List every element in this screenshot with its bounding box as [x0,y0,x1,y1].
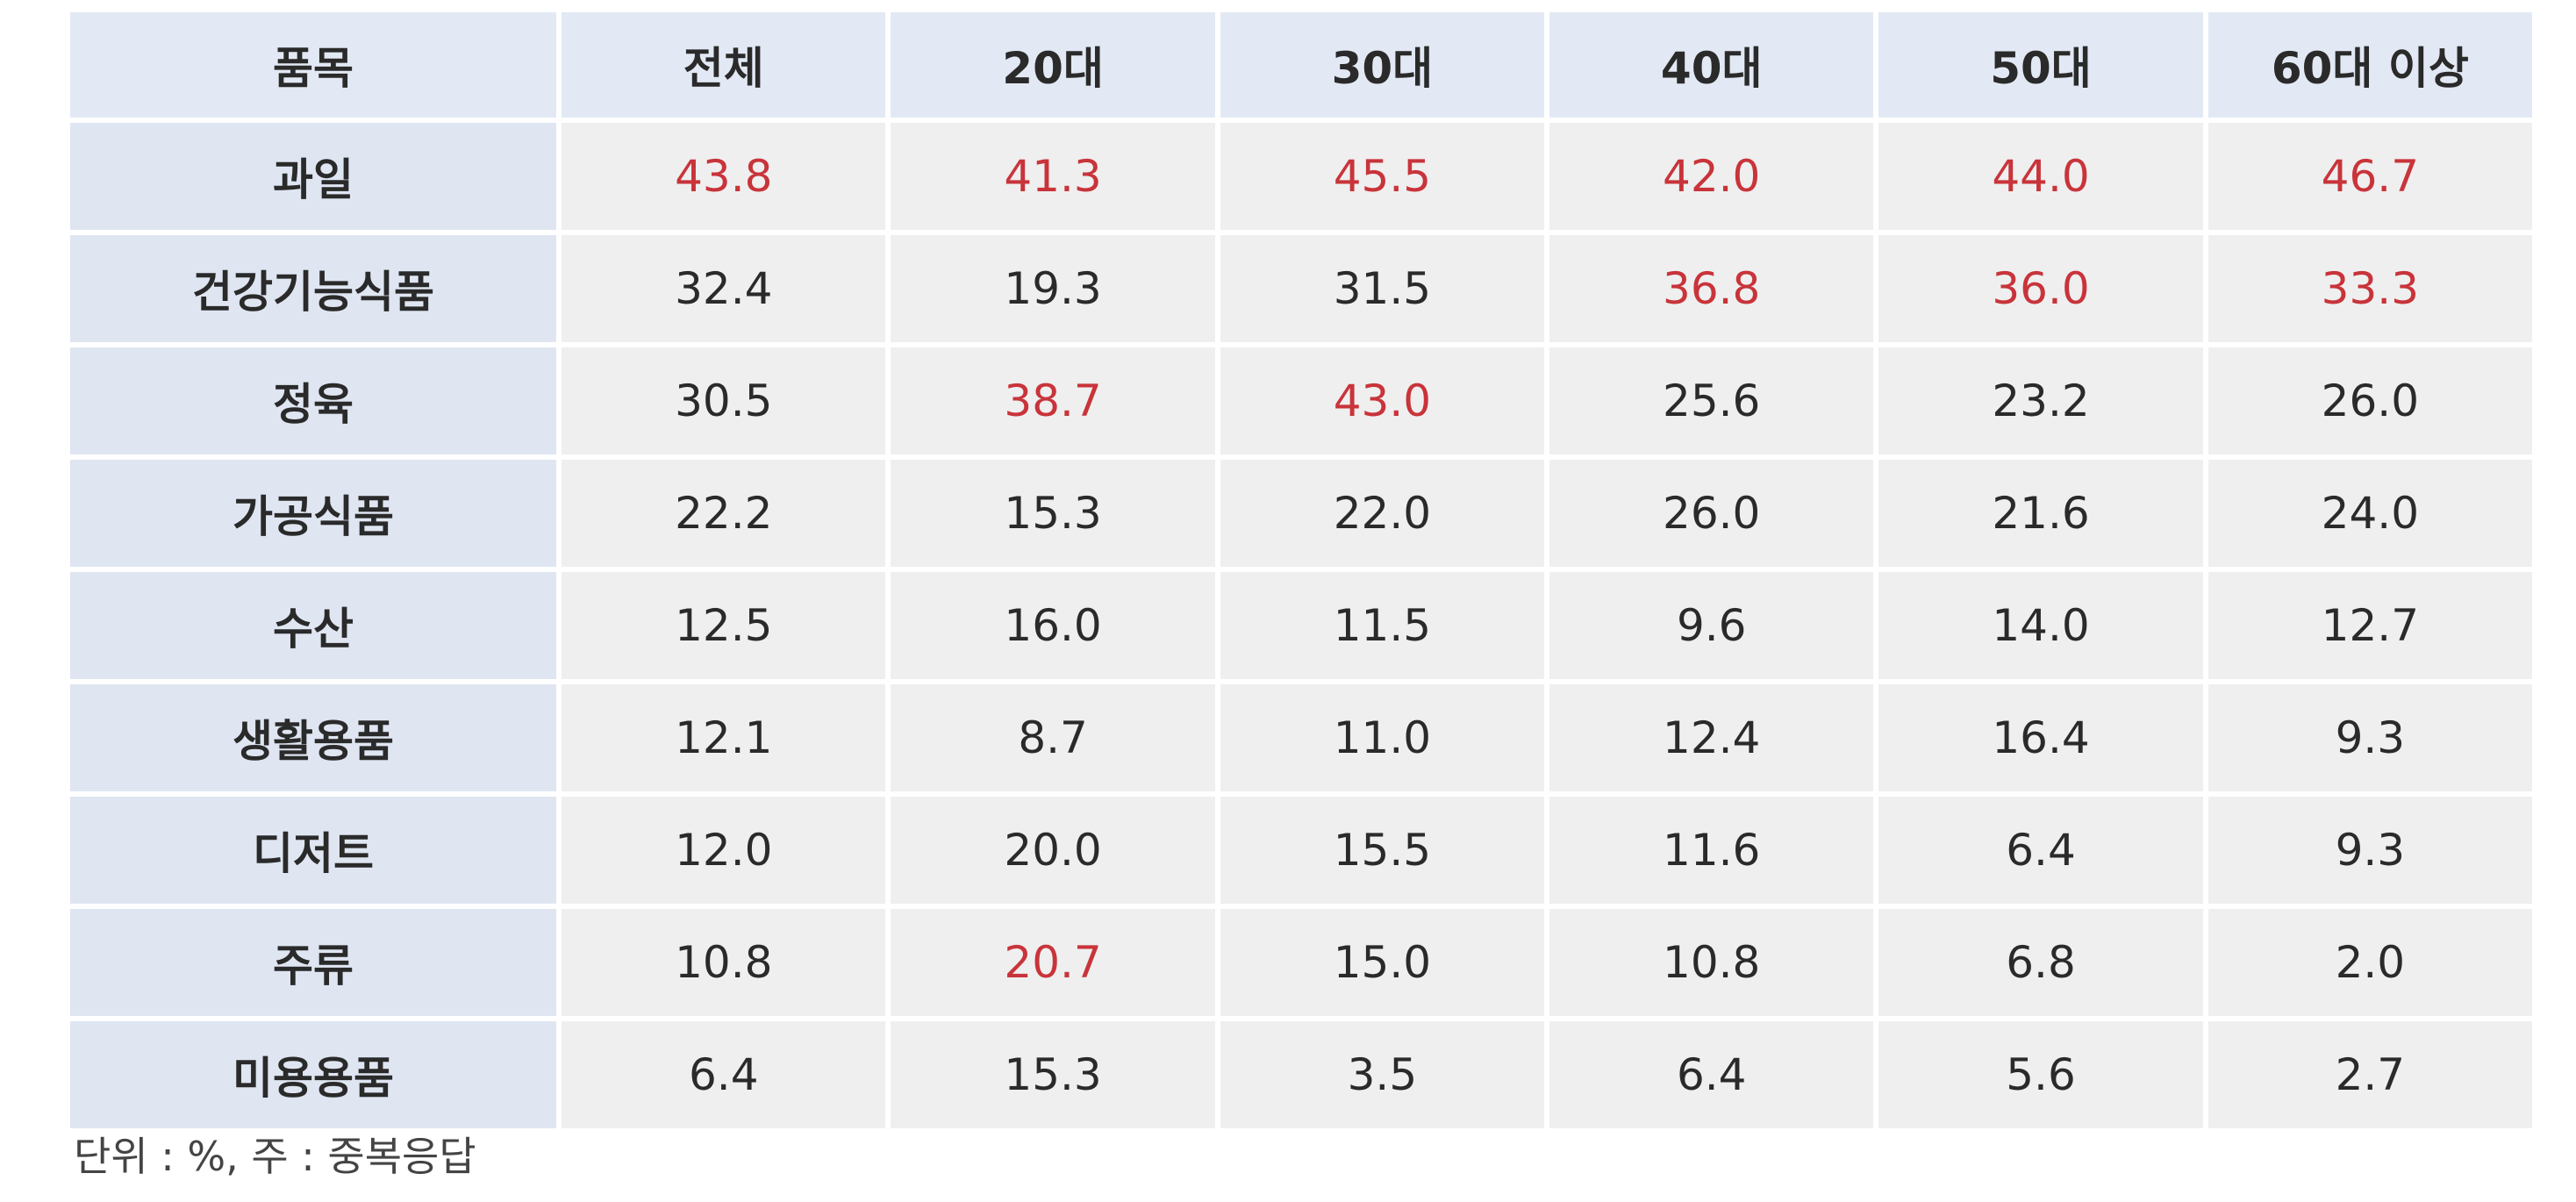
table-cell: 15.3 [891,460,1215,567]
table-cell: 10.8 [562,909,886,1016]
table-cell: 12.5 [562,572,886,679]
row-label: 건강기능식품 [70,235,557,342]
header-30s: 30대 [1220,12,1545,118]
table-cell: 32.4 [562,235,886,342]
table-cell: 6.4 [1549,1021,1874,1128]
table-cell: 11.0 [1220,684,1545,791]
table-cell: 22.2 [562,460,886,567]
table-cell: 22.0 [1220,460,1545,567]
table-cell: 33.3 [2207,235,2532,342]
table-cell: 10.8 [1549,909,1874,1016]
table-cell: 26.0 [1549,460,1874,567]
table-cell: 36.8 [1549,235,1874,342]
table-cell: 9.3 [2207,684,2532,791]
table-cell: 41.3 [891,123,1215,230]
table-row: 수산 12.5 16.0 11.5 9.6 14.0 12.7 [70,572,2532,679]
header-20s: 20대 [891,12,1215,118]
table-cell: 12.4 [1549,684,1874,791]
unit-footnote: 단위 : %, 주 : 중복응답 [74,1133,476,1180]
table-cell: 11.6 [1549,797,1874,904]
table-cell: 31.5 [1220,235,1545,342]
table-row: 주류 10.8 20.7 15.0 10.8 6.8 2.0 [70,909,2532,1016]
table-cell: 9.6 [1549,572,1874,679]
header-40s: 40대 [1549,12,1874,118]
table-row: 과일 43.8 41.3 45.5 42.0 44.0 46.7 [70,123,2532,230]
data-table-container: 품목 전체 20대 30대 40대 50대 60대 이상 과일 43.8 41.… [65,7,2537,1134]
table-cell: 9.3 [2207,797,2532,904]
row-label: 미용용품 [70,1021,557,1128]
table-cell: 16.4 [1878,684,2203,791]
table-body: 과일 43.8 41.3 45.5 42.0 44.0 46.7 건강기능식품 … [70,123,2532,1128]
table-cell: 11.5 [1220,572,1545,679]
table-row: 가공식품 22.2 15.3 22.0 26.0 21.6 24.0 [70,460,2532,567]
table-row: 건강기능식품 32.4 19.3 31.5 36.8 36.0 33.3 [70,235,2532,342]
header-60s-plus: 60대 이상 [2207,12,2532,118]
table-row: 정육 30.5 38.7 43.0 25.6 23.2 26.0 [70,347,2532,454]
table-cell: 8.7 [891,684,1215,791]
table-cell: 24.0 [2207,460,2532,567]
table-cell: 21.6 [1878,460,2203,567]
row-label: 과일 [70,123,557,230]
row-label: 정육 [70,347,557,454]
table-cell: 3.5 [1220,1021,1545,1128]
table-cell: 15.0 [1220,909,1545,1016]
table-cell: 43.0 [1220,347,1545,454]
table-cell: 45.5 [1220,123,1545,230]
table-cell: 6.8 [1878,909,2203,1016]
table-cell: 20.7 [891,909,1215,1016]
table-header: 품목 전체 20대 30대 40대 50대 60대 이상 [70,12,2532,118]
header-50s: 50대 [1878,12,2203,118]
table-cell: 2.7 [2207,1021,2532,1128]
header-total: 전체 [562,12,886,118]
table-cell: 12.7 [2207,572,2532,679]
table-cell: 25.6 [1549,347,1874,454]
table-cell: 2.0 [2207,909,2532,1016]
table-row: 미용용품 6.4 15.3 3.5 6.4 5.6 2.7 [70,1021,2532,1128]
table-cell: 30.5 [562,347,886,454]
table-cell: 14.0 [1878,572,2203,679]
table-cell: 12.0 [562,797,886,904]
table-cell: 38.7 [891,347,1215,454]
table-cell: 44.0 [1878,123,2203,230]
table-cell: 15.5 [1220,797,1545,904]
row-label: 수산 [70,572,557,679]
table-cell: 16.0 [891,572,1215,679]
row-label: 디저트 [70,797,557,904]
table-cell: 15.3 [891,1021,1215,1128]
row-label: 생활용품 [70,684,557,791]
table-cell: 26.0 [2207,347,2532,454]
table-cell: 20.0 [891,797,1215,904]
table-cell: 36.0 [1878,235,2203,342]
table-cell: 12.1 [562,684,886,791]
header-row: 품목 전체 20대 30대 40대 50대 60대 이상 [70,12,2532,118]
purchase-items-table: 품목 전체 20대 30대 40대 50대 60대 이상 과일 43.8 41.… [65,7,2537,1134]
table-cell: 43.8 [562,123,886,230]
table-cell: 6.4 [562,1021,886,1128]
table-cell: 23.2 [1878,347,2203,454]
table-cell: 6.4 [1878,797,2203,904]
table-cell: 19.3 [891,235,1215,342]
table-cell: 5.6 [1878,1021,2203,1128]
row-label: 주류 [70,909,557,1016]
row-label: 가공식품 [70,460,557,567]
header-item: 품목 [70,12,557,118]
table-cell: 42.0 [1549,123,1874,230]
table-row: 생활용품 12.1 8.7 11.0 12.4 16.4 9.3 [70,684,2532,791]
table-cell: 46.7 [2207,123,2532,230]
table-row: 디저트 12.0 20.0 15.5 11.6 6.4 9.3 [70,797,2532,904]
